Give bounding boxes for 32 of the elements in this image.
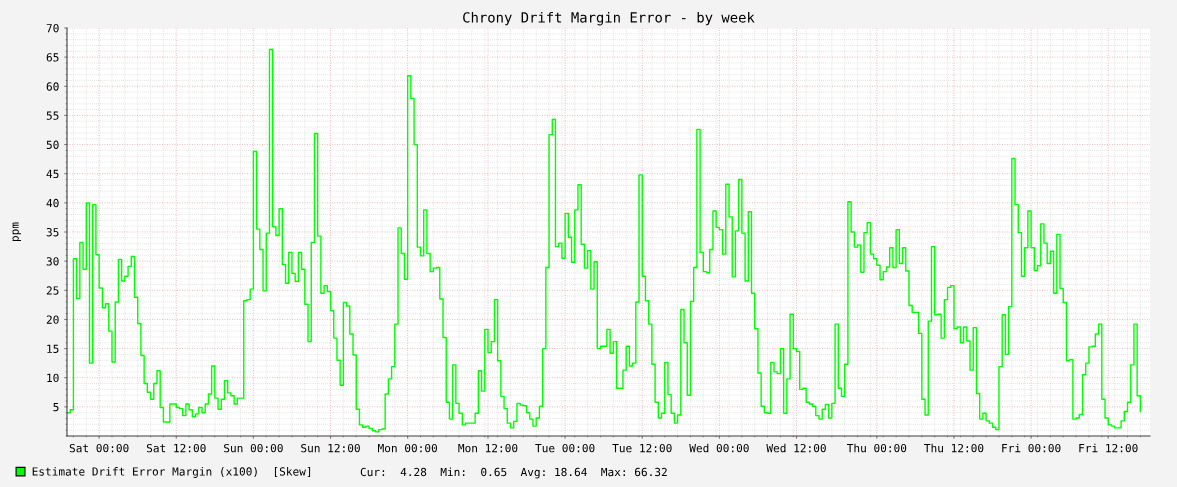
x-tick-label: Sat 00:00	[69, 443, 129, 453]
x-tick-label: Thu 00:00	[846, 443, 907, 453]
y-tick-label: 45	[46, 169, 59, 179]
y-tick-label: 20	[46, 315, 59, 324]
x-tick-label: Mon 12:00	[458, 443, 518, 453]
y-tick-label: 55	[46, 111, 59, 120]
y-tick-label: 35	[46, 228, 59, 237]
text: Cur: 4.28 Min: 0.65 Avg: 18.64 Max: 66.32	[360, 467, 667, 479]
x-tick-label: Mon 00:00	[378, 443, 438, 453]
y-tick-label: 60	[46, 82, 59, 91]
x-tick-label: Fri 12:00	[1079, 443, 1138, 453]
y-tick-label: 70	[46, 24, 59, 33]
x-tick-label: Tue 00:00	[535, 443, 595, 453]
y-tick-label: 10	[47, 373, 59, 383]
legend-label: Estimate Drift Error Margin (x100) [Skew]	[32, 467, 311, 478]
y-tick-label: 65	[46, 53, 59, 62]
y-axis-title: ppm	[12, 222, 21, 241]
y-tick-label: 50	[46, 140, 59, 149]
x-tick-label: Sun 00:00	[224, 443, 283, 453]
x-tick-label: Wed 00:00	[689, 443, 749, 453]
y-tick-label: 15	[47, 344, 59, 353]
x-tick-label: Thu 12:00	[924, 443, 984, 453]
y-tick-label: 30	[46, 257, 59, 266]
x-tick-label: Fri 00:00	[1002, 443, 1061, 453]
y-tick-label: 5	[53, 403, 59, 412]
x-tick-label: Sat 12:00	[146, 443, 206, 453]
x-tick-label: Sun 12:00	[301, 443, 360, 453]
chart-title: Chrony Drift Margin Error - by week	[463, 11, 755, 26]
x-tick-label: Tue 12:00	[612, 443, 672, 453]
x-tick-label: Wed 12:00	[766, 443, 826, 453]
y-tick-label: 40	[46, 198, 59, 208]
y-tick-label: 25	[46, 286, 59, 295]
